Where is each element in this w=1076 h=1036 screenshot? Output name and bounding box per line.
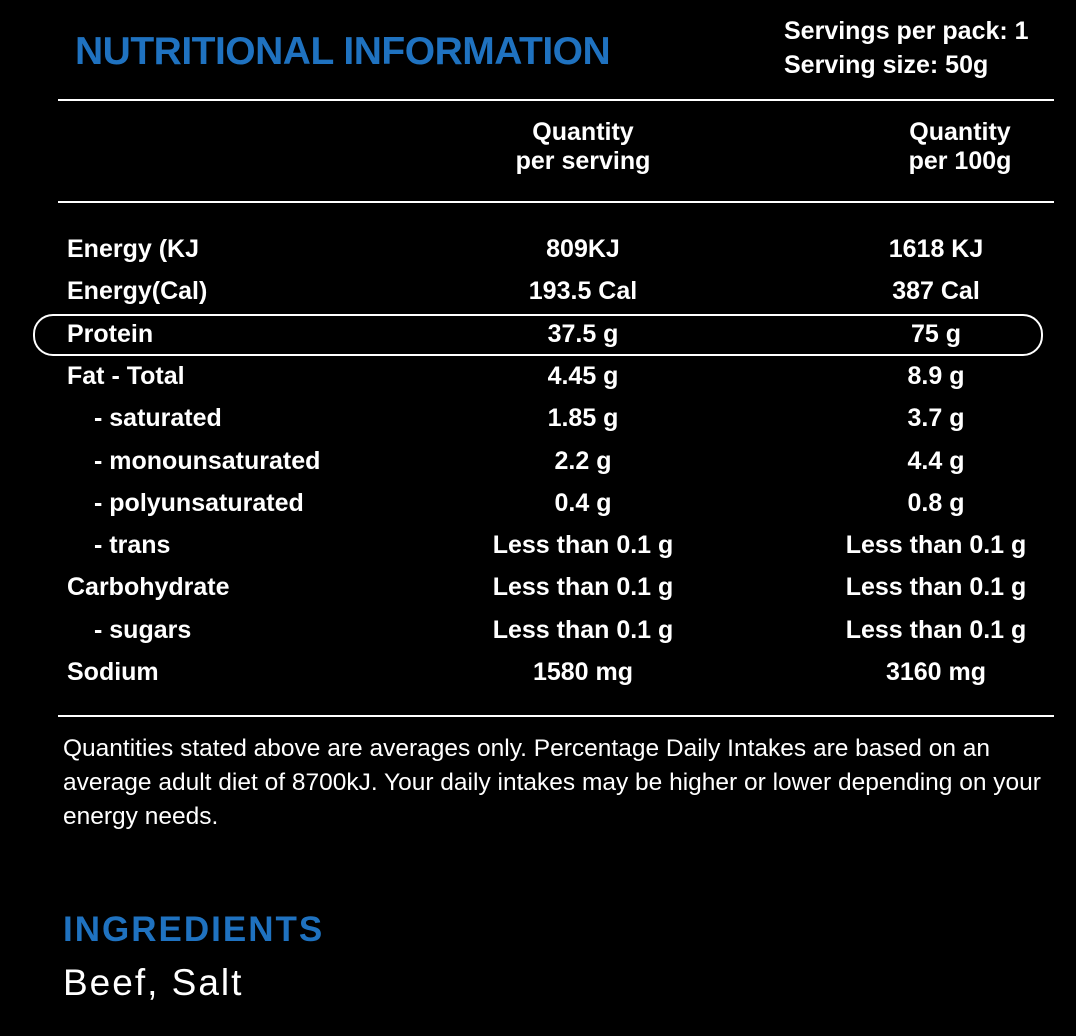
ingredients-title: INGREDIENTS <box>63 910 325 949</box>
table-row: Carbohydrate Less than 0.1 g Less than 0.1… <box>0 566 1076 608</box>
table-row: Energy (KJ 809KJ 1618 KJ <box>0 228 1076 270</box>
divider <box>58 201 1054 203</box>
page-title: NUTRITIONAL INFORMATION <box>75 30 611 73</box>
value-per-100g: Less than 0.1 g <box>845 531 1027 560</box>
table-row: Energy(Cal) 193.5 Cal 387 Cal <box>0 270 1076 312</box>
nutrient-label: Energy(Cal) <box>67 277 208 306</box>
value-per-serving: 193.5 Cal <box>528 277 638 306</box>
table-row: Sodium 1580 mg 3160 mg <box>0 651 1076 693</box>
column-header-line: per serving <box>515 147 651 175</box>
value-per-serving: 1.85 g <box>547 404 619 433</box>
column-header-per-serving: Quantity per serving <box>433 118 733 176</box>
value-per-100g: Less than 0.1 g <box>845 615 1027 644</box>
nutrient-label: - saturated <box>94 404 222 433</box>
ingredients-list: Beef, Salt <box>63 962 244 1003</box>
nutrient-label: - polyunsaturated <box>94 488 304 517</box>
value-per-100g: 387 Cal <box>892 277 980 306</box>
table-row: Protein 37.5 g 75 g <box>0 313 1076 355</box>
column-header-line: per 100g <box>908 147 1012 175</box>
servings-per-pack: Servings per pack: 1 <box>784 17 1029 45</box>
table-row: - trans Less than 0.1 g Less than 0.1 g <box>0 524 1076 566</box>
value-per-serving: 0.4 g <box>554 488 612 517</box>
footnote: Quantities stated above are averages onl… <box>63 735 1041 830</box>
value-per-100g: 75 g <box>910 319 962 348</box>
column-header-per-100g: Quantity per 100g <box>810 118 1076 176</box>
divider <box>58 99 1054 101</box>
table-row: Fat - Total 4.45 g 8.9 g <box>0 355 1076 397</box>
nutrient-label: Protein <box>67 319 154 348</box>
serving-info: Servings per pack: 1 Serving size: 50g <box>784 14 1029 82</box>
value-per-serving: 4.45 g <box>547 361 619 390</box>
nutrient-label: Sodium <box>67 658 159 686</box>
value-per-serving: 1580 mg <box>532 658 634 686</box>
value-per-serving: 809KJ <box>546 235 620 263</box>
column-header-line: Quantity <box>909 118 1011 146</box>
nutrient-label: - trans <box>94 531 171 560</box>
value-per-serving: Less than 0.1 g <box>492 615 674 644</box>
nutrient-label: Carbohydrate <box>67 573 230 602</box>
value-per-100g: 4.4 g <box>907 446 965 475</box>
divider <box>58 715 1054 717</box>
value-per-100g: 8.9 g <box>907 361 965 390</box>
value-per-100g: Less than 0.1 g <box>845 573 1027 602</box>
value-per-100g: 3160 mg <box>885 658 987 686</box>
value-per-100g: 3.7 g <box>907 404 965 433</box>
nutrient-label: - sugars <box>94 615 192 644</box>
value-per-serving: 37.5 g <box>547 319 619 348</box>
value-per-serving: 2.2 g <box>554 446 612 475</box>
table-row: - sugars Less than 0.1 g Less than 0.1 g <box>0 609 1076 651</box>
column-header-line: Quantity <box>532 118 634 146</box>
value-per-100g: 0.8 g <box>907 488 965 517</box>
nutrient-label: Energy (KJ <box>67 235 199 263</box>
nutrient-label: - monounsaturated <box>94 446 321 475</box>
value-per-serving: Less than 0.1 g <box>492 573 674 602</box>
nutrient-label: Fat - Total <box>67 361 185 390</box>
value-per-100g: 1618 KJ <box>888 235 984 263</box>
serving-size: Serving size: 50g <box>784 51 989 79</box>
table-row: - polyunsaturated 0.4 g 0.8 g <box>0 482 1076 524</box>
table-row: - monounsaturated 2.2 g 4.4 g <box>0 440 1076 482</box>
table-row: - saturated 1.85 g 3.7 g <box>0 397 1076 439</box>
protein-highlight <box>33 314 1043 356</box>
value-per-serving: Less than 0.1 g <box>492 531 674 560</box>
